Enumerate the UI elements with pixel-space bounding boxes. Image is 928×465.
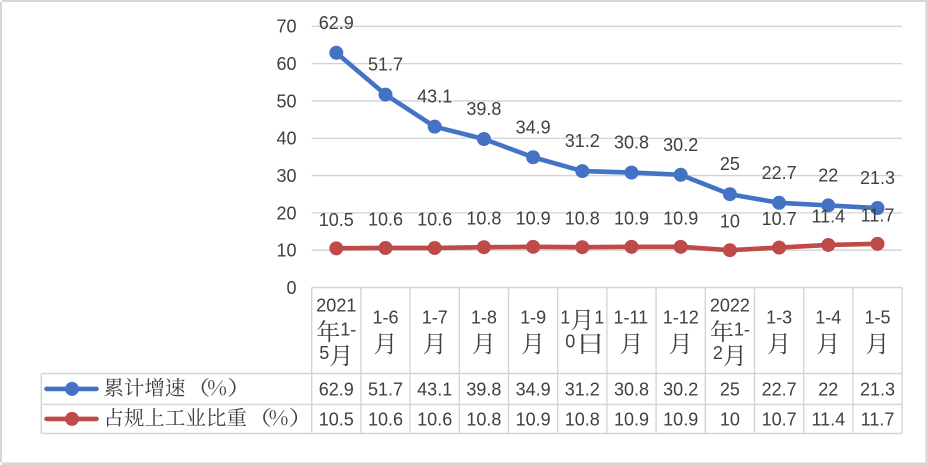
svg-text:21.3: 21.3 [860,168,895,188]
svg-text:10.8: 10.8 [466,409,501,429]
svg-text:1-11: 1-11 [614,308,649,328]
svg-text:22: 22 [818,379,838,399]
svg-text:40: 40 [276,129,296,149]
svg-text:10: 10 [720,212,740,232]
svg-text:10.9: 10.9 [663,409,698,429]
svg-text:10.7: 10.7 [762,209,797,229]
svg-text:31.2: 31.2 [565,379,600,399]
svg-text:39.8: 39.8 [466,99,501,119]
svg-text:2021: 2021 [316,296,356,316]
svg-text:10.6: 10.6 [368,209,403,229]
svg-text:30.2: 30.2 [663,135,698,155]
svg-text:22.7: 22.7 [762,379,797,399]
svg-text:1-5: 1-5 [865,308,891,328]
svg-text:20: 20 [276,203,296,223]
svg-text:1: 1 [560,308,570,328]
svg-text:25: 25 [720,379,740,399]
svg-text:10.6: 10.6 [368,409,403,429]
svg-text:50: 50 [276,91,296,111]
svg-text:51.7: 51.7 [368,55,403,75]
svg-text:31.2: 31.2 [565,131,600,151]
svg-text:11.7: 11.7 [861,409,895,429]
svg-text:10.7: 10.7 [762,409,797,429]
svg-text:34.9: 34.9 [516,117,551,137]
svg-text:10.6: 10.6 [417,409,452,429]
svg-text:10: 10 [276,241,296,261]
svg-text:10.9: 10.9 [516,409,551,429]
svg-text:2: 2 [713,343,723,363]
svg-text:1-3: 1-3 [766,308,792,328]
svg-text:10.5: 10.5 [319,210,354,230]
svg-text:1-12: 1-12 [663,308,699,328]
svg-text:30.2: 30.2 [663,379,698,399]
svg-text:10: 10 [720,409,740,429]
svg-text:11.7: 11.7 [861,205,895,225]
svg-text:10.8: 10.8 [466,209,501,229]
svg-text:25: 25 [720,154,740,174]
svg-text:30.8: 30.8 [614,379,649,399]
svg-text:5: 5 [319,343,329,363]
svg-text:10.9: 10.9 [663,208,698,228]
svg-text:43.1: 43.1 [417,379,452,399]
svg-text:22.7: 22.7 [762,163,797,183]
svg-text:21.3: 21.3 [860,379,895,399]
svg-text:30: 30 [276,166,296,186]
svg-text:34.9: 34.9 [516,379,551,399]
svg-text:11.4: 11.4 [811,409,845,429]
svg-text:1: 1 [594,308,604,328]
svg-text:10.6: 10.6 [417,209,452,229]
svg-text:43.1: 43.1 [417,87,452,107]
svg-text:62.9: 62.9 [319,13,354,33]
svg-text:0: 0 [565,331,575,351]
svg-text:62.9: 62.9 [319,379,354,399]
svg-text:1-: 1- [734,319,750,339]
svg-text:11.4: 11.4 [811,207,845,227]
svg-text:60: 60 [276,54,296,74]
svg-text:1-7: 1-7 [422,308,448,328]
svg-text:39.8: 39.8 [466,379,501,399]
svg-text:1-4: 1-4 [815,308,841,328]
svg-text:1-8: 1-8 [471,308,497,328]
svg-text:1-6: 1-6 [373,308,399,328]
svg-text:0: 0 [286,278,296,298]
svg-text:70: 70 [276,17,296,37]
svg-text:51.7: 51.7 [368,379,403,399]
svg-text:10.8: 10.8 [565,209,600,229]
svg-text:1-9: 1-9 [520,308,546,328]
svg-text:22: 22 [818,165,838,185]
svg-text:2022: 2022 [710,296,750,316]
svg-text:1-: 1- [340,319,356,339]
svg-text:10.9: 10.9 [614,208,649,228]
svg-text:10.9: 10.9 [614,409,649,429]
svg-text:10.8: 10.8 [565,409,600,429]
svg-text:10.9: 10.9 [516,208,551,228]
svg-text:10.5: 10.5 [319,409,354,429]
svg-text:30.8: 30.8 [614,133,649,153]
